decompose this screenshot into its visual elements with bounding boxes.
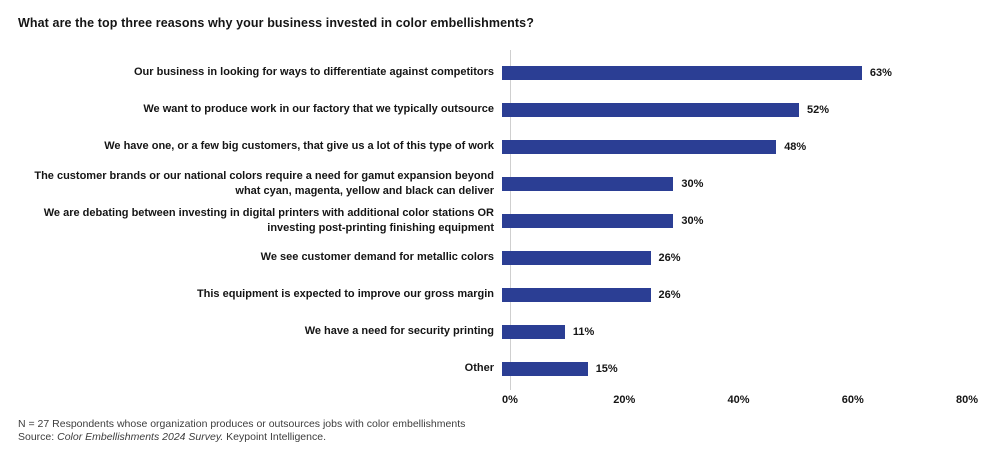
bar (502, 139, 777, 154)
x-axis-tick-label: 80% (955, 394, 979, 406)
bar-track: 26% (502, 250, 959, 265)
bar (502, 176, 674, 191)
bar-value-label: 11% (572, 325, 595, 338)
category-label: We see customer demand for metallic colo… (260, 251, 494, 264)
bar-row: Our business in looking for ways to diff… (18, 54, 980, 91)
bar-track: 63% (502, 65, 959, 80)
bar-track: 15% (502, 361, 959, 376)
bar-row: Other 15% (18, 350, 980, 387)
bar (502, 250, 651, 265)
x-axis-tick-label: 60% (841, 394, 864, 406)
bar-row: We want to produce work in our factory t… (18, 91, 980, 128)
bar-rows: Our business in looking for ways to diff… (18, 54, 980, 387)
bar-row: We have one, or a few big customers, tha… (18, 128, 980, 165)
category-label: Our business in looking for ways to diff… (133, 66, 494, 79)
bar-row: We see customer demand for metallic colo… (18, 239, 980, 276)
source-suffix: Keypoint Intelligence. (223, 431, 326, 444)
bar-value-label: 63% (869, 66, 892, 79)
bar-value-label: 30% (681, 214, 704, 227)
x-axis-tick-label: 40% (727, 394, 750, 406)
category-label: The customer brands or our national colo… (34, 170, 494, 197)
category-label: We want to produce work in our factory t… (143, 103, 494, 116)
footnote: N = 27 Respondents whose organization pr… (18, 418, 465, 444)
bar-value-label: 26% (658, 288, 681, 301)
bar-track: 48% (502, 139, 959, 154)
category-label: This equipment is expected to improve ou… (196, 288, 494, 301)
x-axis: 0% 20% 40% 60% 80% (502, 394, 978, 410)
bar-value-label: 15% (595, 362, 618, 375)
category-label: Other (464, 362, 494, 375)
bar (502, 361, 588, 376)
bar-row: We are debating between investing in dig… (18, 202, 980, 239)
source-title: Color Embellishments 2024 Survey. (57, 431, 224, 444)
bar-track: 30% (502, 176, 959, 191)
footnote-source: Source: Color Embellishments 2024 Survey… (18, 431, 465, 444)
bar-value-label: 30% (681, 177, 704, 190)
bar (502, 324, 565, 339)
bar-track: 11% (502, 324, 959, 339)
bar-value-label: 26% (658, 251, 681, 264)
bar-track: 52% (502, 102, 959, 117)
bar (502, 102, 800, 117)
category-label: We are debating between investing in dig… (43, 207, 494, 234)
bar-row: The customer brands or our national colo… (18, 165, 980, 202)
bar-value-label: 52% (807, 103, 830, 116)
category-label: We have one, or a few big customers, tha… (104, 140, 494, 153)
bar (502, 287, 651, 302)
bar (502, 213, 674, 228)
category-label: We have a need for security printing (304, 325, 494, 338)
bar-value-label: 48% (784, 140, 807, 153)
x-axis-tick-label: 0% (502, 394, 518, 406)
bar-track: 26% (502, 287, 959, 302)
bar (502, 65, 862, 80)
source-prefix: Source: (18, 431, 58, 444)
footnote-respondents: N = 27 Respondents whose organization pr… (18, 418, 466, 430)
bar-row: This equipment is expected to improve ou… (18, 276, 980, 313)
bar-track: 30% (502, 213, 959, 228)
bar-row: We have a need for security printing 11% (18, 313, 980, 350)
x-axis-tick-label: 20% (613, 394, 636, 406)
chart-title: What are the top three reasons why your … (18, 16, 534, 30)
